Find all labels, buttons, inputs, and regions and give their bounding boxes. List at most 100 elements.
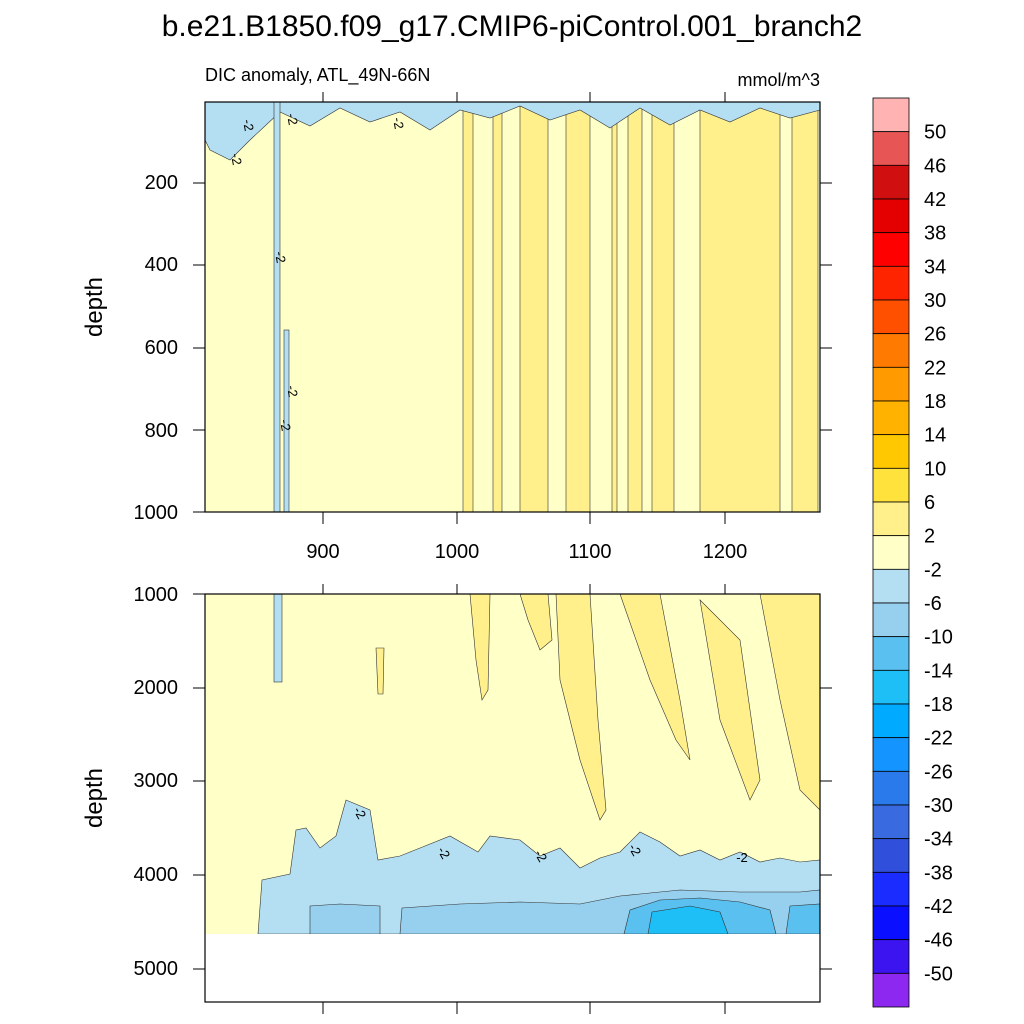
lower-tick-marks: [193, 584, 832, 1014]
y-tick-label: 5000: [134, 958, 179, 980]
colorbar-label: 30: [924, 290, 946, 312]
chart-title: b.e21.B1850.f09_g17.CMIP6-piControl.001_…: [162, 10, 863, 43]
colorbar-swatch: [872, 198, 910, 234]
contour-label: -2: [736, 850, 748, 865]
contour-label: -2: [228, 152, 245, 166]
colorbar-label: 50: [924, 122, 946, 144]
upper-warm-col: [699, 101, 781, 513]
y-tick-label: 3000: [134, 770, 179, 792]
colorbar-label: 34: [924, 256, 946, 278]
colorbar-label: -38: [924, 862, 953, 884]
colorbar-swatch: [872, 838, 910, 873]
colorbar-label: -42: [924, 896, 953, 918]
colorbar-label: 2: [924, 526, 935, 548]
upper-warm-col: [791, 101, 819, 513]
contour-label: -2: [390, 116, 407, 130]
lower-cold-col: [273, 593, 283, 683]
colorbar-label: -2: [924, 559, 942, 581]
colorbar-label: 38: [924, 223, 946, 245]
chart-subtitle: DIC anomaly, ATL_49N-66N: [205, 65, 430, 86]
colorbar-swatch: [872, 131, 910, 166]
colorbar-swatch: [872, 400, 910, 436]
colorbar-label: -18: [924, 694, 953, 716]
colorbar-swatch: [872, 972, 910, 1008]
colorbar-swatch: [872, 939, 910, 974]
upper-warm-col: [565, 101, 591, 513]
y-tick-label: 2000: [134, 677, 179, 699]
upper-warm-col: [519, 101, 549, 513]
upper-y-ticks: 200 400 600 800 1000: [134, 172, 179, 524]
y-tick-label: 600: [145, 337, 178, 359]
colorbar-swatch: [872, 434, 910, 469]
colorbar-label: 42: [924, 189, 946, 211]
colorbar-label: 18: [924, 391, 946, 413]
colorbar-swatch: [872, 770, 910, 806]
colorbar-label: -26: [924, 761, 953, 783]
colorbar-label: 26: [924, 324, 946, 346]
x-tick-label: 1100: [568, 541, 611, 563]
upper-cold-col: [273, 101, 281, 513]
upper-surface-noise: [204, 101, 821, 161]
upper-warm-col: [651, 101, 675, 513]
colorbar-label: -6: [924, 593, 942, 615]
upper-x-ticks: 900 1000 1100 1200: [306, 541, 747, 563]
colorbar-swatch: [872, 97, 910, 133]
colorbar-swatch: [872, 568, 910, 604]
contour-label: -2: [277, 418, 294, 432]
upper-warm-columns: [462, 101, 819, 513]
colorbar-label: 22: [924, 357, 946, 379]
colorbar-label: -46: [924, 930, 953, 952]
colorbar-swatch: [872, 703, 910, 739]
colorbar-swatch: [872, 467, 910, 503]
colorbar-label: -22: [924, 728, 953, 750]
colorbar-swatch: [872, 737, 910, 772]
colorbar-label: -10: [924, 627, 953, 649]
colorbar-swatch: [872, 669, 910, 705]
y-tick-label: 400: [145, 254, 178, 276]
contour-label: -2: [284, 384, 301, 398]
upper-tick-marks: [193, 92, 832, 524]
colorbar-swatch: [872, 299, 910, 335]
colorbar-label: 10: [924, 458, 946, 480]
contour-label: -2: [284, 112, 301, 126]
lower-y-ticks: 1000 2000 3000 4000 5000: [134, 584, 179, 980]
colorbar: 50 46 42 38 34 30 26 22 18 14 10 6 2 -2 -6 -10 -14 -18 -22…: [872, 97, 953, 1008]
colorbar-swatch: [872, 501, 910, 537]
colorbar-swatch: [872, 366, 910, 402]
units-label: mmol/m^3: [738, 70, 820, 90]
upper-frame: [204, 101, 821, 513]
lower-missing-region: [205, 934, 820, 1002]
x-tick-label: 1200: [703, 541, 748, 563]
colorbar-swatch: [872, 265, 910, 301]
lower-panel: -2 -2 -2 -2 -2 1000 2000 3000 4000 5000: [81, 584, 832, 1014]
lower-warm-plume: [699, 599, 761, 801]
contour-label: -2: [272, 250, 289, 264]
colorbar-swatch: [872, 804, 910, 840]
colorbar-swatch: [872, 636, 910, 671]
contour-label: -2: [240, 118, 257, 132]
colorbar-swatch: [872, 535, 910, 570]
colorbar-label: 14: [924, 425, 946, 447]
colorbar-label: -30: [924, 795, 953, 817]
colorbar-swatch: [872, 164, 910, 200]
lower-frame: [204, 593, 821, 1003]
upper-warm-col: [611, 101, 618, 513]
colorbar-label: 6: [924, 492, 935, 514]
upper-y-axis-label: depth: [81, 277, 108, 337]
y-tick-label: 4000: [134, 864, 179, 886]
upper-panel: -2 -2 -2 -2 -2 -2 -2 200 400 600 800 100…: [81, 92, 832, 563]
colorbar-swatch: [872, 602, 910, 638]
upper-warm-col: [627, 101, 643, 513]
lower-warm-plume: [375, 647, 385, 695]
colorbar-swatch: [872, 232, 910, 267]
upper-contour-labels: -2 -2 -2 -2 -2 -2 -2: [228, 112, 407, 432]
colorbar-swatch: [872, 333, 910, 368]
y-tick-label: 800: [145, 420, 178, 442]
y-tick-label: 1000: [134, 502, 179, 524]
upper-surface-band: [204, 101, 821, 161]
lower-warm-plume: [555, 593, 607, 821]
colorbar-label: 46: [924, 155, 946, 177]
colorbar-label: -50: [924, 963, 953, 985]
x-tick-label: 900: [306, 541, 339, 563]
